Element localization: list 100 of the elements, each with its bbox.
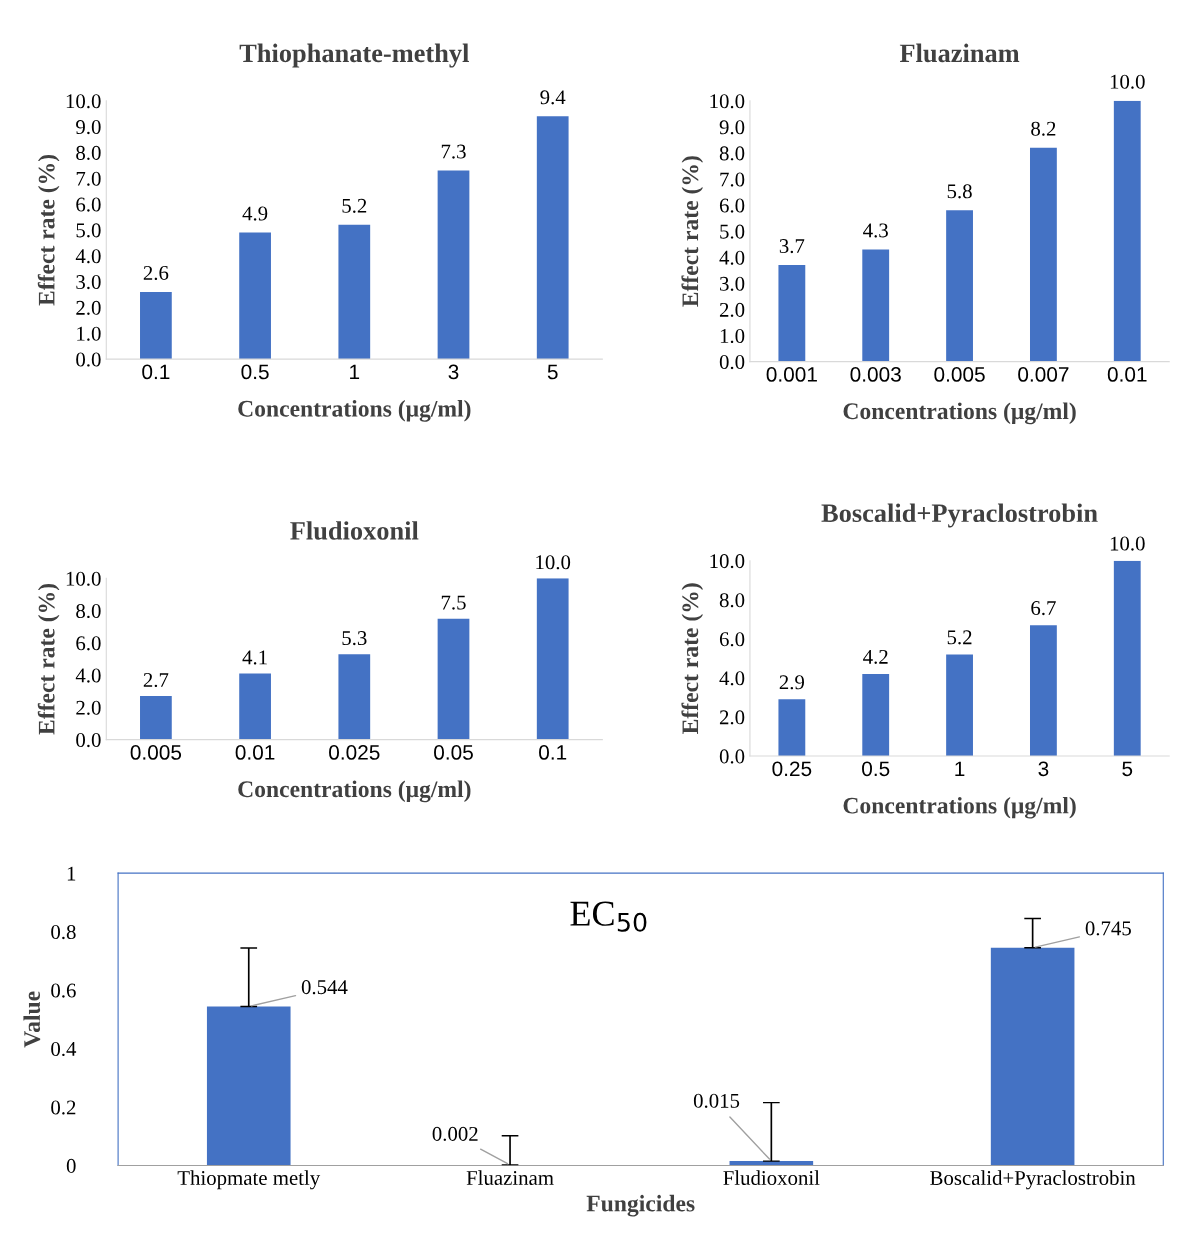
- y-axis-title: Effect rate (%): [681, 583, 704, 734]
- y-tick-label: 6.0: [719, 632, 745, 647]
- y-tick-label: 0.4: [51, 1041, 77, 1057]
- x-axis-title: Fungicides: [586, 1194, 695, 1217]
- chart-title: Fludioxonil: [290, 521, 419, 540]
- x-tick-label: 0.005: [934, 367, 985, 382]
- x-tick-label: 0.007: [1018, 367, 1069, 382]
- bar: [778, 265, 806, 362]
- bar: [140, 291, 172, 360]
- x-axis-title: Concentrations (μg/ml): [238, 780, 471, 803]
- y-tick-label: 2.0: [719, 710, 745, 725]
- x-tick-label: 0.003: [850, 367, 901, 382]
- bar: [946, 210, 973, 362]
- x-tick-label: 0.01: [235, 745, 275, 760]
- bar: [437, 170, 470, 360]
- x-axis-title: Concentrations (μg/ml): [843, 796, 1076, 819]
- data-label: 7.3: [441, 144, 466, 159]
- y-tick-label: 4.0: [719, 671, 745, 686]
- y-tick-label: 0.0: [719, 354, 745, 370]
- data-label: 10.0: [1110, 536, 1145, 551]
- bar: [1113, 560, 1141, 756]
- y-tick-label: 9.0: [76, 120, 101, 135]
- data-label: 2.6: [143, 265, 169, 281]
- data-label: 4.2: [863, 649, 888, 664]
- data-label: 2.9: [779, 675, 805, 690]
- x-tick-label: 0.025: [329, 745, 380, 760]
- y-axis-title: Effect rate (%): [681, 156, 704, 307]
- data-label: 9.4: [540, 90, 566, 105]
- x-tick-label: 3: [448, 364, 459, 380]
- x-tick-label: 0.1: [142, 364, 170, 380]
- y-tick-label: 10.0: [710, 94, 745, 109]
- x-axis-title: Concentrations (μg/ml): [843, 402, 1076, 425]
- y-tick-label: 4.0: [719, 250, 745, 265]
- y-tick-label: 1.0: [720, 328, 745, 344]
- y-tick-label: 7.0: [76, 171, 101, 186]
- data-label: 6.7: [1031, 601, 1056, 616]
- data-label: 4.3: [863, 223, 888, 238]
- bar: [338, 654, 371, 740]
- data-label: 0.002: [432, 1126, 478, 1141]
- chart-title: Thiophanate-methyl: [239, 43, 469, 68]
- x-tick-label: 0.01: [1107, 367, 1147, 382]
- x-tick-label: 0.05: [434, 745, 473, 760]
- y-tick-label: 6.0: [76, 197, 101, 212]
- y-tick-label: 2.0: [719, 302, 745, 317]
- x-tick-label: 0.5: [241, 364, 269, 380]
- data-label: 10.0: [1110, 74, 1145, 89]
- y-tick-label: 0.6: [51, 983, 76, 998]
- y-tick-label: 0.8: [51, 925, 76, 940]
- data-label: 8.2: [1031, 121, 1056, 136]
- data-label: 7.5: [441, 595, 466, 610]
- x-tick-label: 0.25: [772, 761, 812, 777]
- data-label: 5.2: [342, 198, 367, 213]
- y-tick-label: 6.0: [719, 198, 745, 213]
- x-tick-label: 1: [350, 364, 360, 380]
- y-tick-label: 0: [66, 1158, 76, 1173]
- y-tick-label: 5.0: [76, 223, 101, 238]
- data-label: 4.1: [242, 650, 267, 665]
- data-label: 3.7: [779, 239, 805, 254]
- y-tick-label: 7.0: [720, 172, 745, 187]
- y-tick-label: 4.0: [75, 668, 101, 683]
- bar: [536, 116, 569, 360]
- data-label: 5.2: [947, 630, 972, 645]
- text: EC$_{50}$: [570, 901, 647, 932]
- bar: [1030, 625, 1057, 756]
- data-label: 2.7: [143, 673, 169, 688]
- y-tick-label: 9.0: [719, 120, 745, 135]
- y-tick-label: 10.0: [66, 571, 101, 586]
- y-tick-label: 0.0: [76, 352, 101, 367]
- y-tick-label: 0.0: [719, 749, 745, 764]
- y-tick-label: 8.0: [76, 145, 101, 160]
- x-tick-label: 3: [1038, 761, 1049, 777]
- y-axis-title: Effect rate (%): [37, 154, 60, 306]
- data-label: 10.0: [536, 555, 571, 570]
- x-tick-label: Boscalid+Pyraclostrobin: [930, 1170, 1136, 1190]
- chart-title: Fluazinam: [899, 43, 1020, 63]
- bar: [1113, 100, 1141, 362]
- x-tick-label: Fluazinam: [466, 1170, 554, 1186]
- bar: [536, 578, 569, 740]
- y-tick-label: 4.0: [75, 249, 101, 264]
- x-tick-label: 0.005: [130, 745, 182, 760]
- y-tick-label: 1: [67, 866, 76, 881]
- x-tick-label: 0.001: [766, 367, 817, 382]
- y-tick-label: 8.0: [719, 146, 745, 161]
- bar: [140, 696, 172, 740]
- y-tick-label: 10.0: [710, 554, 745, 569]
- bar: [338, 224, 371, 360]
- x-tick-label: 5: [1122, 761, 1133, 777]
- y-tick-label: 6.0: [76, 636, 101, 651]
- y-axis-title: Effect rate (%): [37, 583, 60, 735]
- bar: [206, 1006, 291, 1166]
- chart-title: Boscalid+Pyraclostrobin: [821, 503, 1098, 528]
- bar: [990, 947, 1075, 1166]
- bar: [862, 673, 890, 756]
- y-tick-label: 3.0: [720, 276, 745, 291]
- y-tick-label: 0.2: [51, 1100, 76, 1115]
- x-tick-label: Fludioxonil: [723, 1170, 820, 1186]
- y-tick-label: 2.0: [76, 300, 101, 315]
- x-tick-label: Thiopmate metly: [177, 1170, 321, 1190]
- x-tick-label: 1: [955, 761, 965, 776]
- bar: [862, 249, 890, 362]
